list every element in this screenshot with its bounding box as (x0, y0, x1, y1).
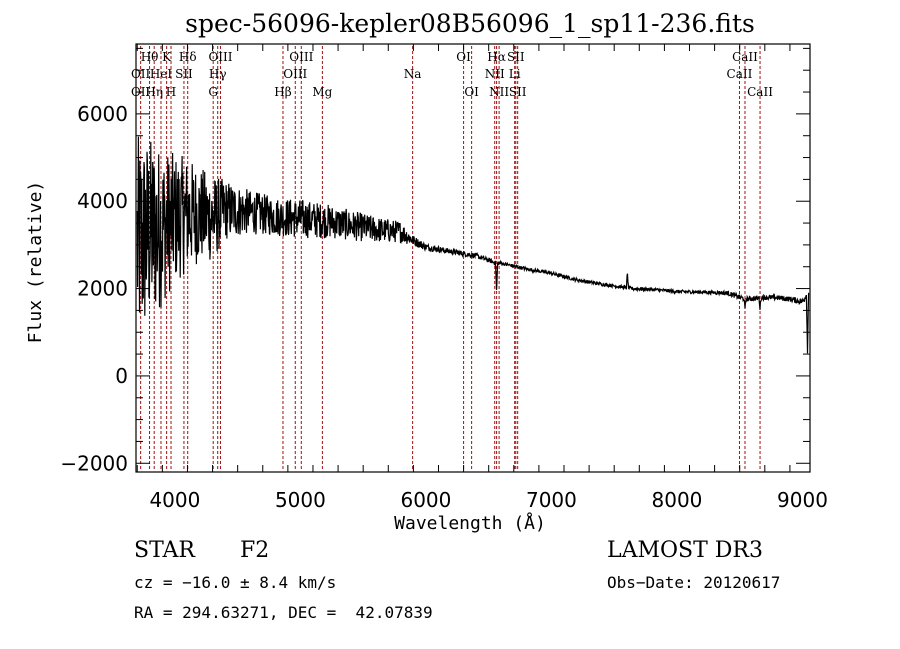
line-marker-label: Hγ (209, 67, 227, 81)
line-marker-label: Hβ (274, 85, 291, 99)
line-marker-label: OIII (289, 50, 313, 64)
line-marker-label: Hα (487, 50, 506, 64)
chart-title: spec-56096-kepler08B56096_1_sp11-236.fit… (185, 9, 755, 38)
line-marker-label: Hδ (179, 50, 197, 64)
line-markers (140, 46, 761, 471)
line-marker-label: SII (507, 50, 525, 64)
line-marker-label: Mg (312, 85, 332, 99)
y-tick-label: 6000 (77, 102, 128, 126)
y-tick-label: 2000 (77, 277, 128, 301)
x-tick-label: 4000 (149, 488, 200, 512)
x-tick-label: 7000 (526, 488, 577, 512)
object-class: STAR (134, 538, 195, 563)
line-marker-label: Hθ (141, 50, 159, 64)
line-marker-label: H (166, 85, 176, 99)
line-marker-label: CaII (727, 67, 753, 81)
line-marker-label: Na (404, 67, 422, 81)
line-marker-label: OIII (208, 50, 232, 64)
line-marker-label: HeI (150, 67, 173, 81)
coords-text: RA = 294.63271, DEC = 42.07839 (134, 603, 433, 622)
y-axis: −2000 0 2000 4000 6000 (60, 47, 810, 475)
line-marker-label: OIII (283, 67, 307, 81)
y-tick-label: 4000 (77, 189, 128, 213)
line-marker-label: Hη (145, 85, 163, 99)
spectrum-line (136, 136, 810, 354)
x-axis-label: Wavelength (Å) (394, 512, 546, 534)
x-tick-label: 6000 (400, 488, 451, 512)
line-marker-label: CaII (732, 50, 758, 64)
obs-date: Obs−Date: 20120617 (607, 573, 781, 592)
object-subclass: F2 (240, 538, 270, 563)
y-tick-label: 0 (115, 364, 128, 388)
x-tick-label: 5000 (275, 488, 326, 512)
spectrum-series (136, 136, 810, 354)
line-marker-label: Li (509, 67, 521, 81)
line-marker-label: NII (489, 85, 509, 99)
plot-frame (135, 43, 811, 473)
line-marker-label: OI (456, 50, 471, 64)
line-marker-label: SII (175, 67, 193, 81)
y-tick-label: −2000 (60, 451, 128, 475)
line-marker-label: CaII (747, 85, 773, 99)
line-marker-labels: OIIHθOIIHηHeIKHSIIHδGHγOIIIHβOIIIOIIIMgN… (131, 50, 773, 99)
x-tick-label: 8000 (652, 488, 703, 512)
line-marker-label: K (162, 50, 172, 64)
x-tick-label: 9000 (777, 488, 828, 512)
line-marker-label: G (208, 85, 218, 99)
line-marker-label: SII (509, 85, 527, 99)
line-marker-label: OII (131, 67, 151, 81)
line-marker-label: NII (485, 67, 505, 81)
survey-name: LAMOST DR3 (607, 538, 763, 563)
y-axis-label: Flux (relative) (25, 181, 46, 344)
line-marker-label: OI (464, 85, 479, 99)
x-axis: 4000 5000 6000 7000 8000 9000 (136, 44, 828, 512)
redshift-text: cz = −16.0 ± 8.4 km/s (134, 573, 337, 592)
